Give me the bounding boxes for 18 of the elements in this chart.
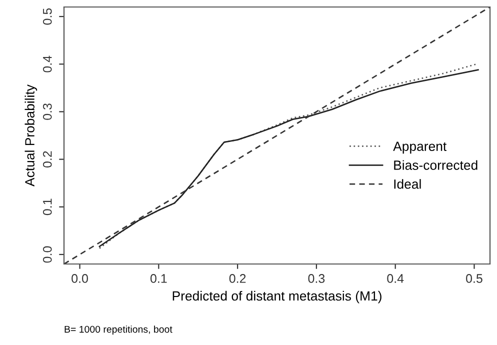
y-tick-label: 0.3 xyxy=(42,104,52,120)
legend-label: Bias-corrected xyxy=(394,160,478,170)
legend-label: Ideal xyxy=(394,179,421,189)
text: B= 1000 repetitions, boot xyxy=(64,326,172,335)
legend-label: Apparent xyxy=(393,142,447,154)
x-tick-label: 0.2 xyxy=(229,274,246,283)
x-tick-label: 0.1 xyxy=(150,274,167,283)
x-tick-label: 0.4 xyxy=(387,274,404,283)
x-tick-label: 0.0 xyxy=(72,274,88,283)
y-axis-title: Actual Probability xyxy=(24,84,38,186)
y-tick-label: 0.5 xyxy=(42,8,52,25)
x-tick-label: 0.5 xyxy=(466,274,482,283)
y-tick-label: 0.0 xyxy=(42,246,52,263)
y-tick-label: 0.4 xyxy=(42,56,52,72)
y-tick-label: 0.2 xyxy=(42,151,52,168)
x-axis-title: Predicted of distant metastasis (M1) xyxy=(172,290,382,304)
x-tick-label: 0.3 xyxy=(308,274,325,283)
y-tick-label: 0.1 xyxy=(42,198,52,216)
